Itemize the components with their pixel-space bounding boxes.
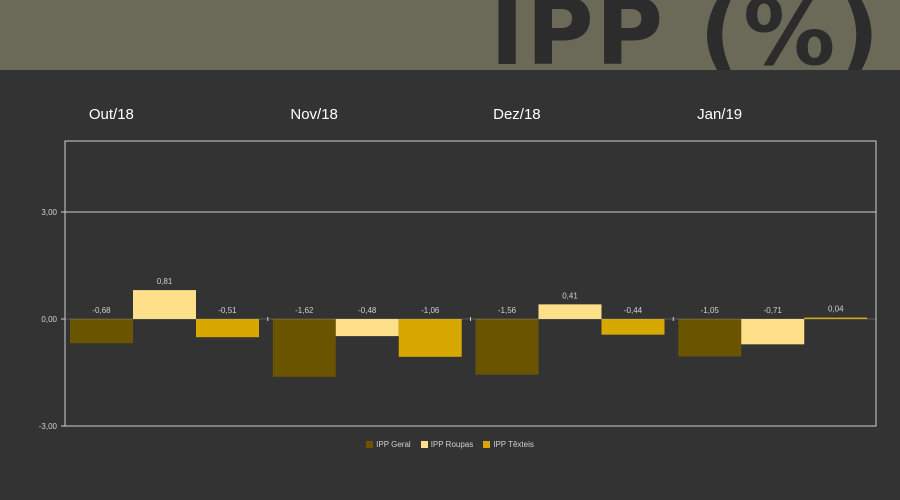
bar xyxy=(601,319,665,335)
data-label: -0,48 xyxy=(358,306,377,315)
bar xyxy=(196,319,259,338)
legend-swatch xyxy=(366,441,374,448)
bar xyxy=(133,290,196,319)
bar xyxy=(272,319,336,377)
bar xyxy=(70,319,133,344)
chart-legend: IPP Geral IPP Roupas IPP Têxteis xyxy=(0,440,900,449)
legend-label: IPP Têxteis xyxy=(493,440,534,449)
month-label: Out/18 xyxy=(88,106,134,123)
data-label: 0,81 xyxy=(157,277,173,286)
data-label: -0,51 xyxy=(218,306,237,315)
month-label: Nov/18 xyxy=(290,106,338,123)
legend-label: IPP Roupas xyxy=(430,440,474,449)
data-label: -0,44 xyxy=(624,306,643,315)
data-label: -0,71 xyxy=(764,306,783,315)
data-label: -1,06 xyxy=(421,306,440,315)
legend-item-ipp-texteis: IPP Têxteis xyxy=(483,440,534,449)
bar xyxy=(398,319,462,357)
data-label: -1,56 xyxy=(498,306,517,315)
data-label: 0,04 xyxy=(828,305,844,314)
bar xyxy=(804,317,868,319)
bar xyxy=(538,304,602,319)
y-tick-label: 3,00 xyxy=(41,208,57,217)
y-tick-label: -3,00 xyxy=(39,422,58,431)
legend-item-ipp-geral: IPP Geral xyxy=(366,440,411,449)
bar xyxy=(475,319,539,375)
legend-swatch xyxy=(483,441,491,448)
y-tick-label: 0,00 xyxy=(41,315,57,324)
legend-label: IPP Geral xyxy=(376,440,411,449)
bar xyxy=(678,319,742,357)
data-label: -1,62 xyxy=(295,306,314,315)
legend-item-ipp-roupas: IPP Roupas xyxy=(420,440,474,449)
month-label: Dez/18 xyxy=(493,106,541,123)
data-label: -0,68 xyxy=(92,306,111,315)
legend-swatch xyxy=(420,441,428,448)
data-label: 0,41 xyxy=(562,291,578,300)
data-label: -1,05 xyxy=(701,306,720,315)
chart-panel xyxy=(0,70,900,500)
plot-frame xyxy=(64,140,877,427)
bar xyxy=(335,319,399,337)
bar xyxy=(741,319,805,345)
month-label: Jan/19 xyxy=(697,106,743,123)
